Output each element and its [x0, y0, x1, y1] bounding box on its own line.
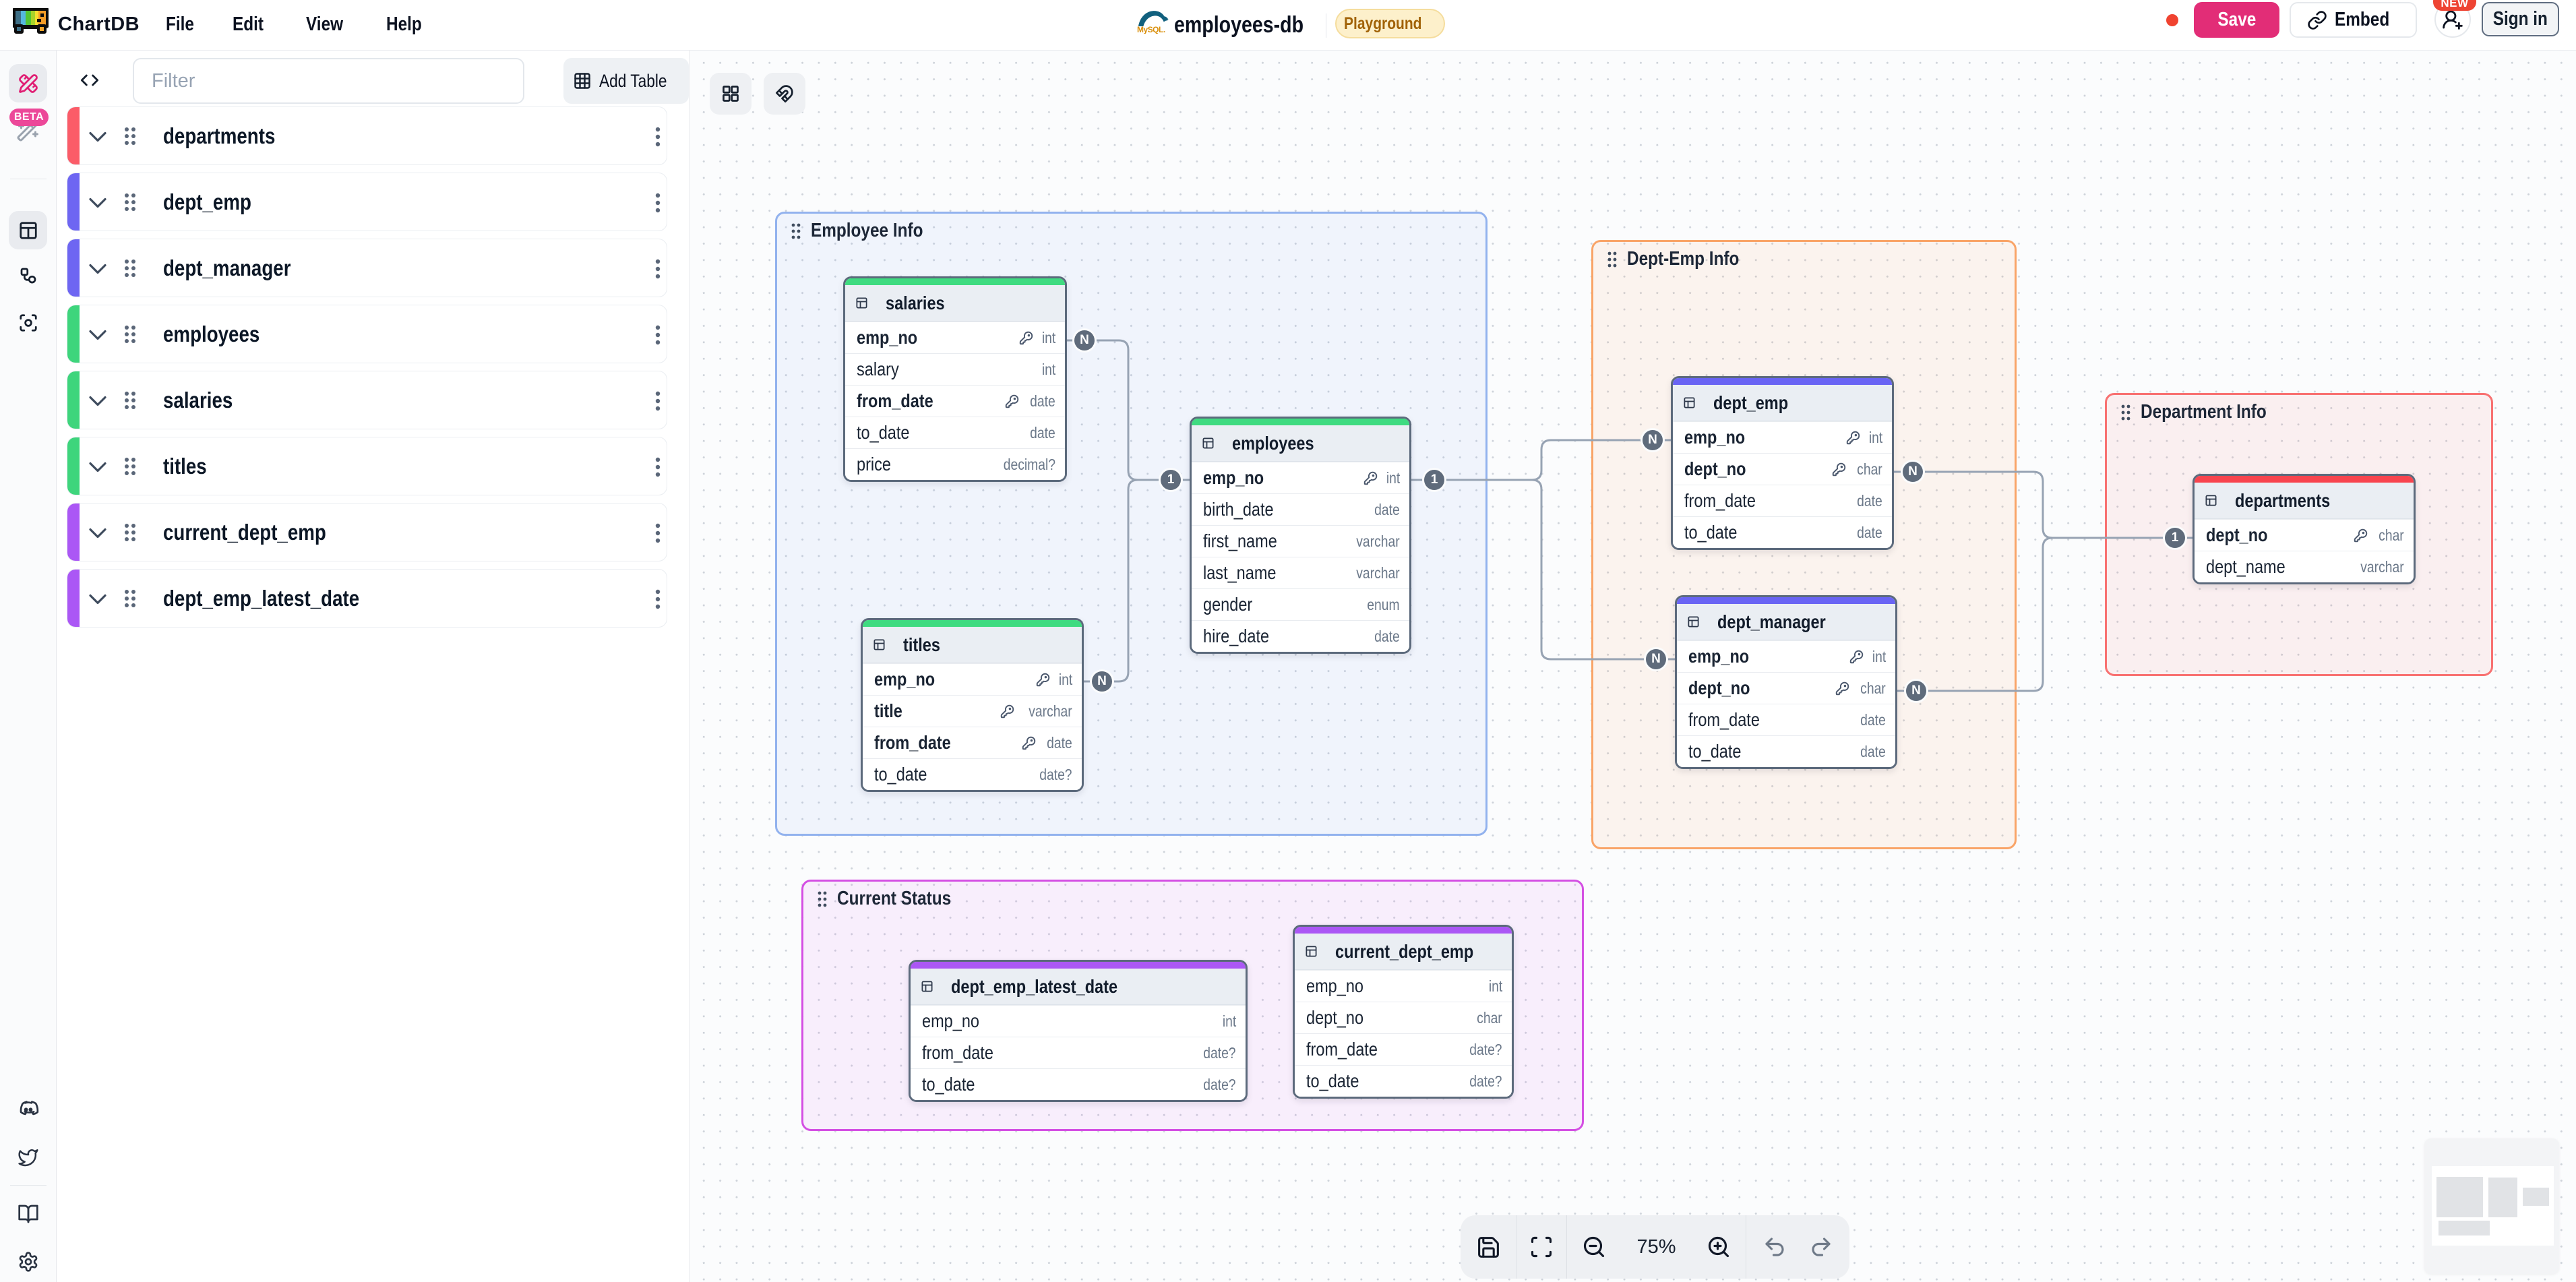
svg-text:MySQL.: MySQL.: [1137, 25, 1165, 34]
